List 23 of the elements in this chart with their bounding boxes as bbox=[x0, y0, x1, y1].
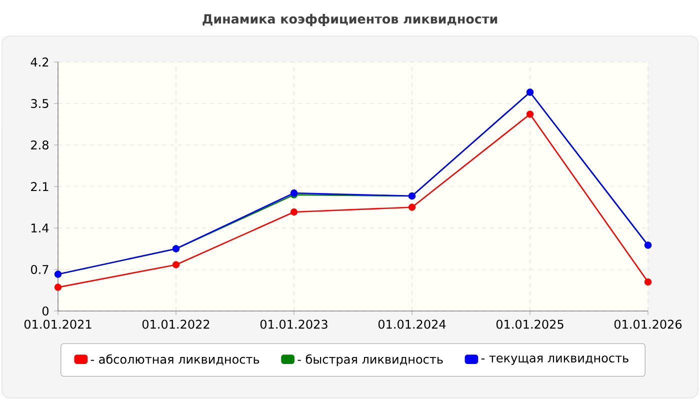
x-tick-label: 01.01.2021 bbox=[24, 320, 92, 329]
point bbox=[54, 284, 62, 291]
x-tick-label: 01.01.2025 bbox=[496, 320, 564, 329]
y-tick-label: 0 bbox=[42, 306, 48, 316]
legend-label: - абсолютная ликвидность bbox=[90, 354, 260, 366]
point bbox=[526, 110, 534, 118]
point bbox=[644, 278, 652, 286]
legend-label: - быстрая ликвидность bbox=[298, 354, 443, 366]
y-tick-label: 0.7 bbox=[31, 264, 48, 274]
x-tick-label: 01.01.2022 bbox=[142, 320, 210, 329]
point bbox=[172, 261, 180, 268]
y-tick-label: 2.1 bbox=[31, 182, 48, 191]
point bbox=[408, 204, 416, 211]
legend-label: - текущая ликвидность bbox=[481, 356, 628, 365]
chart-title: Динамика коэффициентов ликвидности bbox=[202, 14, 498, 26]
x-tick-label: 01.01.2023 bbox=[260, 320, 328, 329]
x-tick-label: 01.01.2026 bbox=[614, 320, 682, 329]
y-tick-label: 4.2 bbox=[30, 58, 48, 66]
point bbox=[290, 208, 298, 216]
y-tick-label: 3.5 bbox=[31, 98, 48, 108]
y-tick-label: 2.8 bbox=[31, 140, 48, 150]
y-tick-label: 1.4 bbox=[32, 224, 49, 232]
x-tick-label: 01.01.2024 bbox=[378, 320, 446, 329]
